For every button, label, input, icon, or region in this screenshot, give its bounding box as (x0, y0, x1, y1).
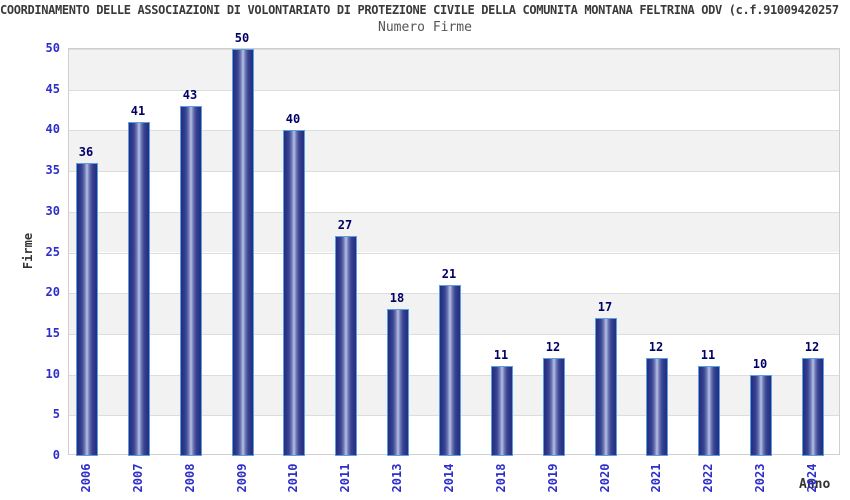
x-tick-label: 2024 (805, 463, 819, 493)
y-tick-label: 0 (52, 448, 60, 462)
bar (128, 122, 150, 456)
bar-value-label: 40 (285, 112, 301, 126)
x-tick-label: 2021 (649, 463, 663, 493)
y-tick-label: 30 (45, 203, 60, 218)
x-tick-label: 2007 (131, 463, 145, 493)
x-tick-label: 2006 (79, 463, 93, 493)
x-tick-label: 2013 (390, 463, 404, 493)
x-axis-label: Anno (799, 477, 831, 492)
x-tick-label: 2008 (183, 463, 197, 493)
x-tick-label: 2011 (338, 463, 352, 493)
y-tick-label: 15 (45, 325, 60, 340)
y-tick-label: 40 (45, 122, 60, 137)
gridline (69, 130, 839, 132)
bar-value-label: 12 (648, 340, 664, 354)
bar-value-label: 12 (804, 340, 820, 354)
bar-value-label: 36 (78, 145, 94, 159)
x-tick-label: 2010 (286, 463, 300, 493)
bar-value-label: 43 (182, 88, 198, 102)
y-tick-label: 50 (45, 41, 60, 55)
bar (750, 375, 772, 456)
bar (698, 366, 720, 456)
bar-value-label: 11 (493, 348, 509, 362)
bar-value-label: 18 (389, 291, 405, 305)
bar-value-label: 41 (130, 104, 146, 118)
x-tick-label: 2022 (701, 463, 715, 493)
plot-band (69, 49, 839, 90)
y-tick-label: 25 (45, 244, 60, 259)
y-tick-label: 45 (45, 81, 60, 96)
x-tick-label: 2020 (598, 463, 612, 493)
plot-area (68, 48, 840, 456)
x-tick-label: 2009 (235, 463, 249, 493)
bar-value-label: 11 (700, 348, 716, 362)
bar (387, 309, 409, 456)
bar-value-label: 27 (337, 218, 353, 232)
bar (232, 49, 254, 456)
x-tick-label: 2019 (546, 463, 560, 493)
y-tick-label: 20 (45, 285, 60, 300)
bar-value-label: 17 (597, 300, 613, 314)
gridline (69, 171, 839, 173)
bar (335, 236, 357, 456)
bar (283, 130, 305, 456)
bar (543, 358, 565, 456)
bar-value-label: 10 (752, 357, 768, 371)
bar (491, 366, 513, 456)
gridline (69, 49, 839, 50)
bar-value-label: 50 (234, 31, 250, 45)
y-tick-label: 35 (45, 163, 60, 178)
bar (595, 318, 617, 456)
bar (76, 163, 98, 456)
bar-value-label: 21 (441, 267, 457, 281)
bar (180, 106, 202, 456)
gridline (69, 211, 839, 213)
y-tick-label: 5 (52, 407, 60, 422)
bar (802, 358, 824, 456)
x-tick-label: 2023 (753, 463, 767, 493)
bar (646, 358, 668, 456)
x-tick-label: 2018 (494, 463, 508, 493)
bar (439, 285, 461, 456)
chart-title: Numero Firme (378, 20, 472, 35)
page-title: COORDINAMENTO DELLE ASSOCIAZIONI DI VOLO… (0, 3, 839, 17)
gridline (69, 89, 839, 91)
bar-value-label: 12 (545, 340, 561, 354)
gridline (69, 252, 839, 254)
y-tick-label: 10 (45, 366, 60, 381)
x-tick-label: 2014 (442, 463, 456, 493)
